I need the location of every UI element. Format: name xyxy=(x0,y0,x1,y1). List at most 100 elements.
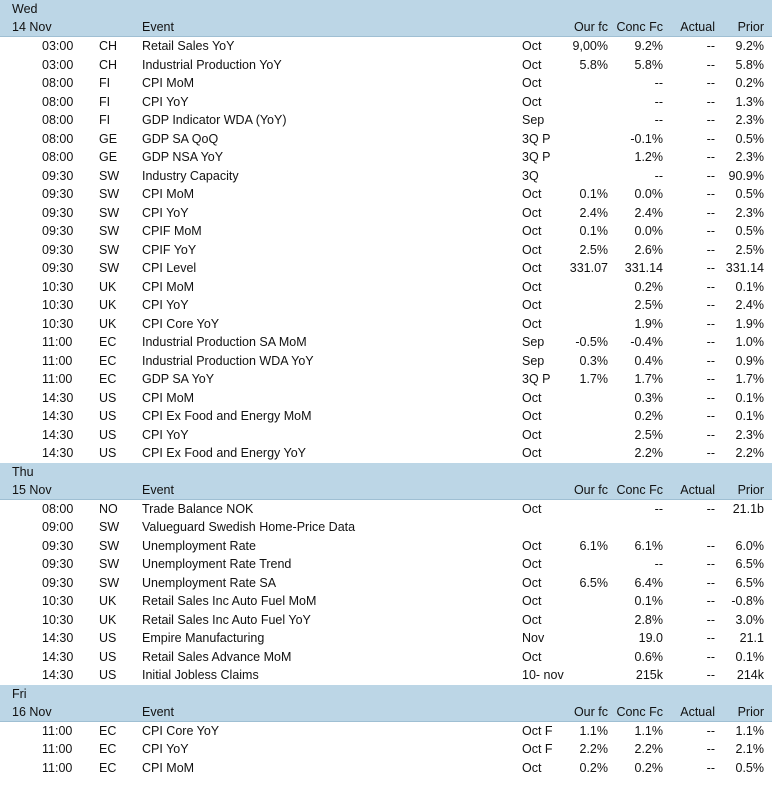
conc-fc-cell: 5.8% xyxy=(634,57,664,72)
actual-cell: -- xyxy=(706,668,715,682)
table-row: 08:00 FI GDP Indicator WDA (YoY) Sep -- -- 2.3… xyxy=(0,111,772,130)
date-label: 16 Nov xyxy=(12,704,52,719)
prior-column-header: Prior xyxy=(737,20,764,34)
time-cell: 08:00 xyxy=(42,501,74,516)
period-cell: Oct xyxy=(522,427,542,442)
prior-column-header: Prior xyxy=(737,704,764,719)
period-cell: Oct xyxy=(522,39,542,53)
actual-cell: -- xyxy=(706,113,715,127)
actual-cell: -- xyxy=(706,279,715,294)
country-cell: EC xyxy=(99,372,117,386)
country-cell: EC xyxy=(99,742,117,756)
time-cell: 09:30 xyxy=(42,538,74,553)
event-cell: CPI MoM xyxy=(142,187,195,201)
conc-fc-cell: 215k xyxy=(635,668,663,682)
date-label: 15 Nov xyxy=(12,482,52,497)
event-cell: Industry Capacity xyxy=(142,168,239,183)
actual-cell: -- xyxy=(706,353,715,368)
prior-cell: 6.5% xyxy=(735,557,765,571)
country-cell: GE xyxy=(99,131,118,146)
event-cell: CPI MoM xyxy=(142,279,195,294)
period-cell: Oct xyxy=(522,187,542,201)
time-cell: 09:30 xyxy=(42,187,74,201)
country-cell: FI xyxy=(99,113,111,127)
conc-fc-cell: 2.6% xyxy=(634,242,664,257)
country-cell: SW xyxy=(99,261,120,275)
period-cell: Oct xyxy=(522,76,542,90)
country-cell: SW xyxy=(99,168,120,183)
actual-cell: -- xyxy=(706,612,715,627)
actual-cell: -- xyxy=(706,168,715,183)
country-cell: SW xyxy=(99,575,120,590)
time-cell: 03:00 xyxy=(42,39,74,53)
period-cell: 10- nov xyxy=(522,668,564,682)
table-row: 09:30 SW Industry Capacity 3Q -- -- 90.9% xyxy=(0,167,772,186)
table-row: 10:30 UK Retail Sales Inc Auto Fuel MoM Oct… xyxy=(0,592,772,611)
time-cell: 03:00 xyxy=(42,57,74,72)
time-cell: 08:00 xyxy=(42,150,74,164)
period-cell: Oct xyxy=(522,205,542,220)
period-cell: Oct xyxy=(522,612,542,627)
time-cell: 11:00 xyxy=(42,372,73,386)
our-fc-cell: 2.4% xyxy=(579,205,609,220)
actual-cell: -- xyxy=(706,39,715,53)
prior-cell: 0.5% xyxy=(735,187,765,201)
time-cell: 10:30 xyxy=(42,298,74,312)
period-cell: Oct xyxy=(522,501,542,516)
conc-fc-cell: 9.2% xyxy=(634,39,664,53)
day-header: Wed 14 Nov Event Our fc Conc Fc Actual Prior xyxy=(0,0,772,37)
event-cell: CPI YoY xyxy=(142,742,189,756)
actual-cell: -- xyxy=(706,150,715,164)
table-row: 09:30 SW CPI MoM Oct 0.1% 0.0% -- 0.5% xyxy=(0,185,772,204)
country-cell: EC xyxy=(99,335,117,349)
time-cell: 11:00 xyxy=(42,353,73,368)
period-cell: Oct xyxy=(522,316,542,331)
country-cell: SW xyxy=(99,205,120,220)
conc-fc-cell: 2.4% xyxy=(634,205,664,220)
period-cell: Oct xyxy=(522,390,542,405)
prior-cell: 0.1% xyxy=(735,409,765,423)
column-header-row: 16 Nov Event Our fc Conc Fc Actual Prior xyxy=(0,703,772,721)
actual-cell: -- xyxy=(706,390,715,405)
conc-fc-cell: 0.0% xyxy=(634,187,664,201)
table-row: 03:00 CH Retail Sales YoY Oct 9,00% 9.2% -- 9.2… xyxy=(0,37,772,56)
table-row: 11:00 EC Industrial Production WDA YoY Sep 0… xyxy=(0,352,772,371)
table-row: 09:30 SW CPI Level Oct 331.07 331.14 -- 331.14 xyxy=(0,259,772,278)
prior-cell: 6.5% xyxy=(735,575,765,590)
country-cell: UK xyxy=(99,612,117,627)
actual-column-header: Actual xyxy=(680,20,715,34)
time-cell: 08:00 xyxy=(42,113,74,127)
period-cell: Sep xyxy=(522,353,545,368)
time-cell: 14:30 xyxy=(42,668,74,682)
actual-cell: -- xyxy=(706,557,715,571)
actual-column-header: Actual xyxy=(680,482,715,497)
time-cell: 14:30 xyxy=(42,390,74,405)
country-cell: NO xyxy=(99,501,118,516)
actual-cell: -- xyxy=(706,427,715,442)
prior-cell: 6.0% xyxy=(735,538,765,553)
conc-fc-cell: -0.4% xyxy=(630,335,663,349)
event-column-header: Event xyxy=(142,482,174,497)
country-cell: UK xyxy=(99,279,117,294)
table-row: 08:00 NO Trade Balance NOK Oct -- -- 21.1b xyxy=(0,500,772,519)
prior-cell: 2.3% xyxy=(735,427,765,442)
prior-cell: 21.1 xyxy=(739,631,764,645)
prior-cell: 90.9% xyxy=(728,168,764,183)
prior-cell: 0.1% xyxy=(735,390,765,405)
prior-cell: 2.1% xyxy=(735,742,765,756)
table-row: 14:30 US CPI Ex Food and Energy MoM Oct 0.2%… xyxy=(0,407,772,426)
column-header-row: 14 Nov Event Our fc Conc Fc Actual Prior xyxy=(0,18,772,36)
period-cell: 3Q P xyxy=(522,372,551,386)
country-cell: SW xyxy=(99,520,120,534)
conc-fc-cell: 2.5% xyxy=(634,427,664,442)
actual-cell: -- xyxy=(706,575,715,590)
conc-fc-cell: 1.2% xyxy=(634,150,664,164)
day-name-row: Wed xyxy=(0,0,772,18)
time-cell: 09:30 xyxy=(42,575,74,590)
event-cell: GDP NSA YoY xyxy=(142,150,224,164)
prior-column-header: Prior xyxy=(737,482,764,497)
period-cell: Oct xyxy=(522,224,542,238)
event-cell: Initial Jobless Claims xyxy=(142,668,259,682)
table-row: 09:00 SW Valueguard Swedish Home-Price Dat… xyxy=(0,518,772,537)
